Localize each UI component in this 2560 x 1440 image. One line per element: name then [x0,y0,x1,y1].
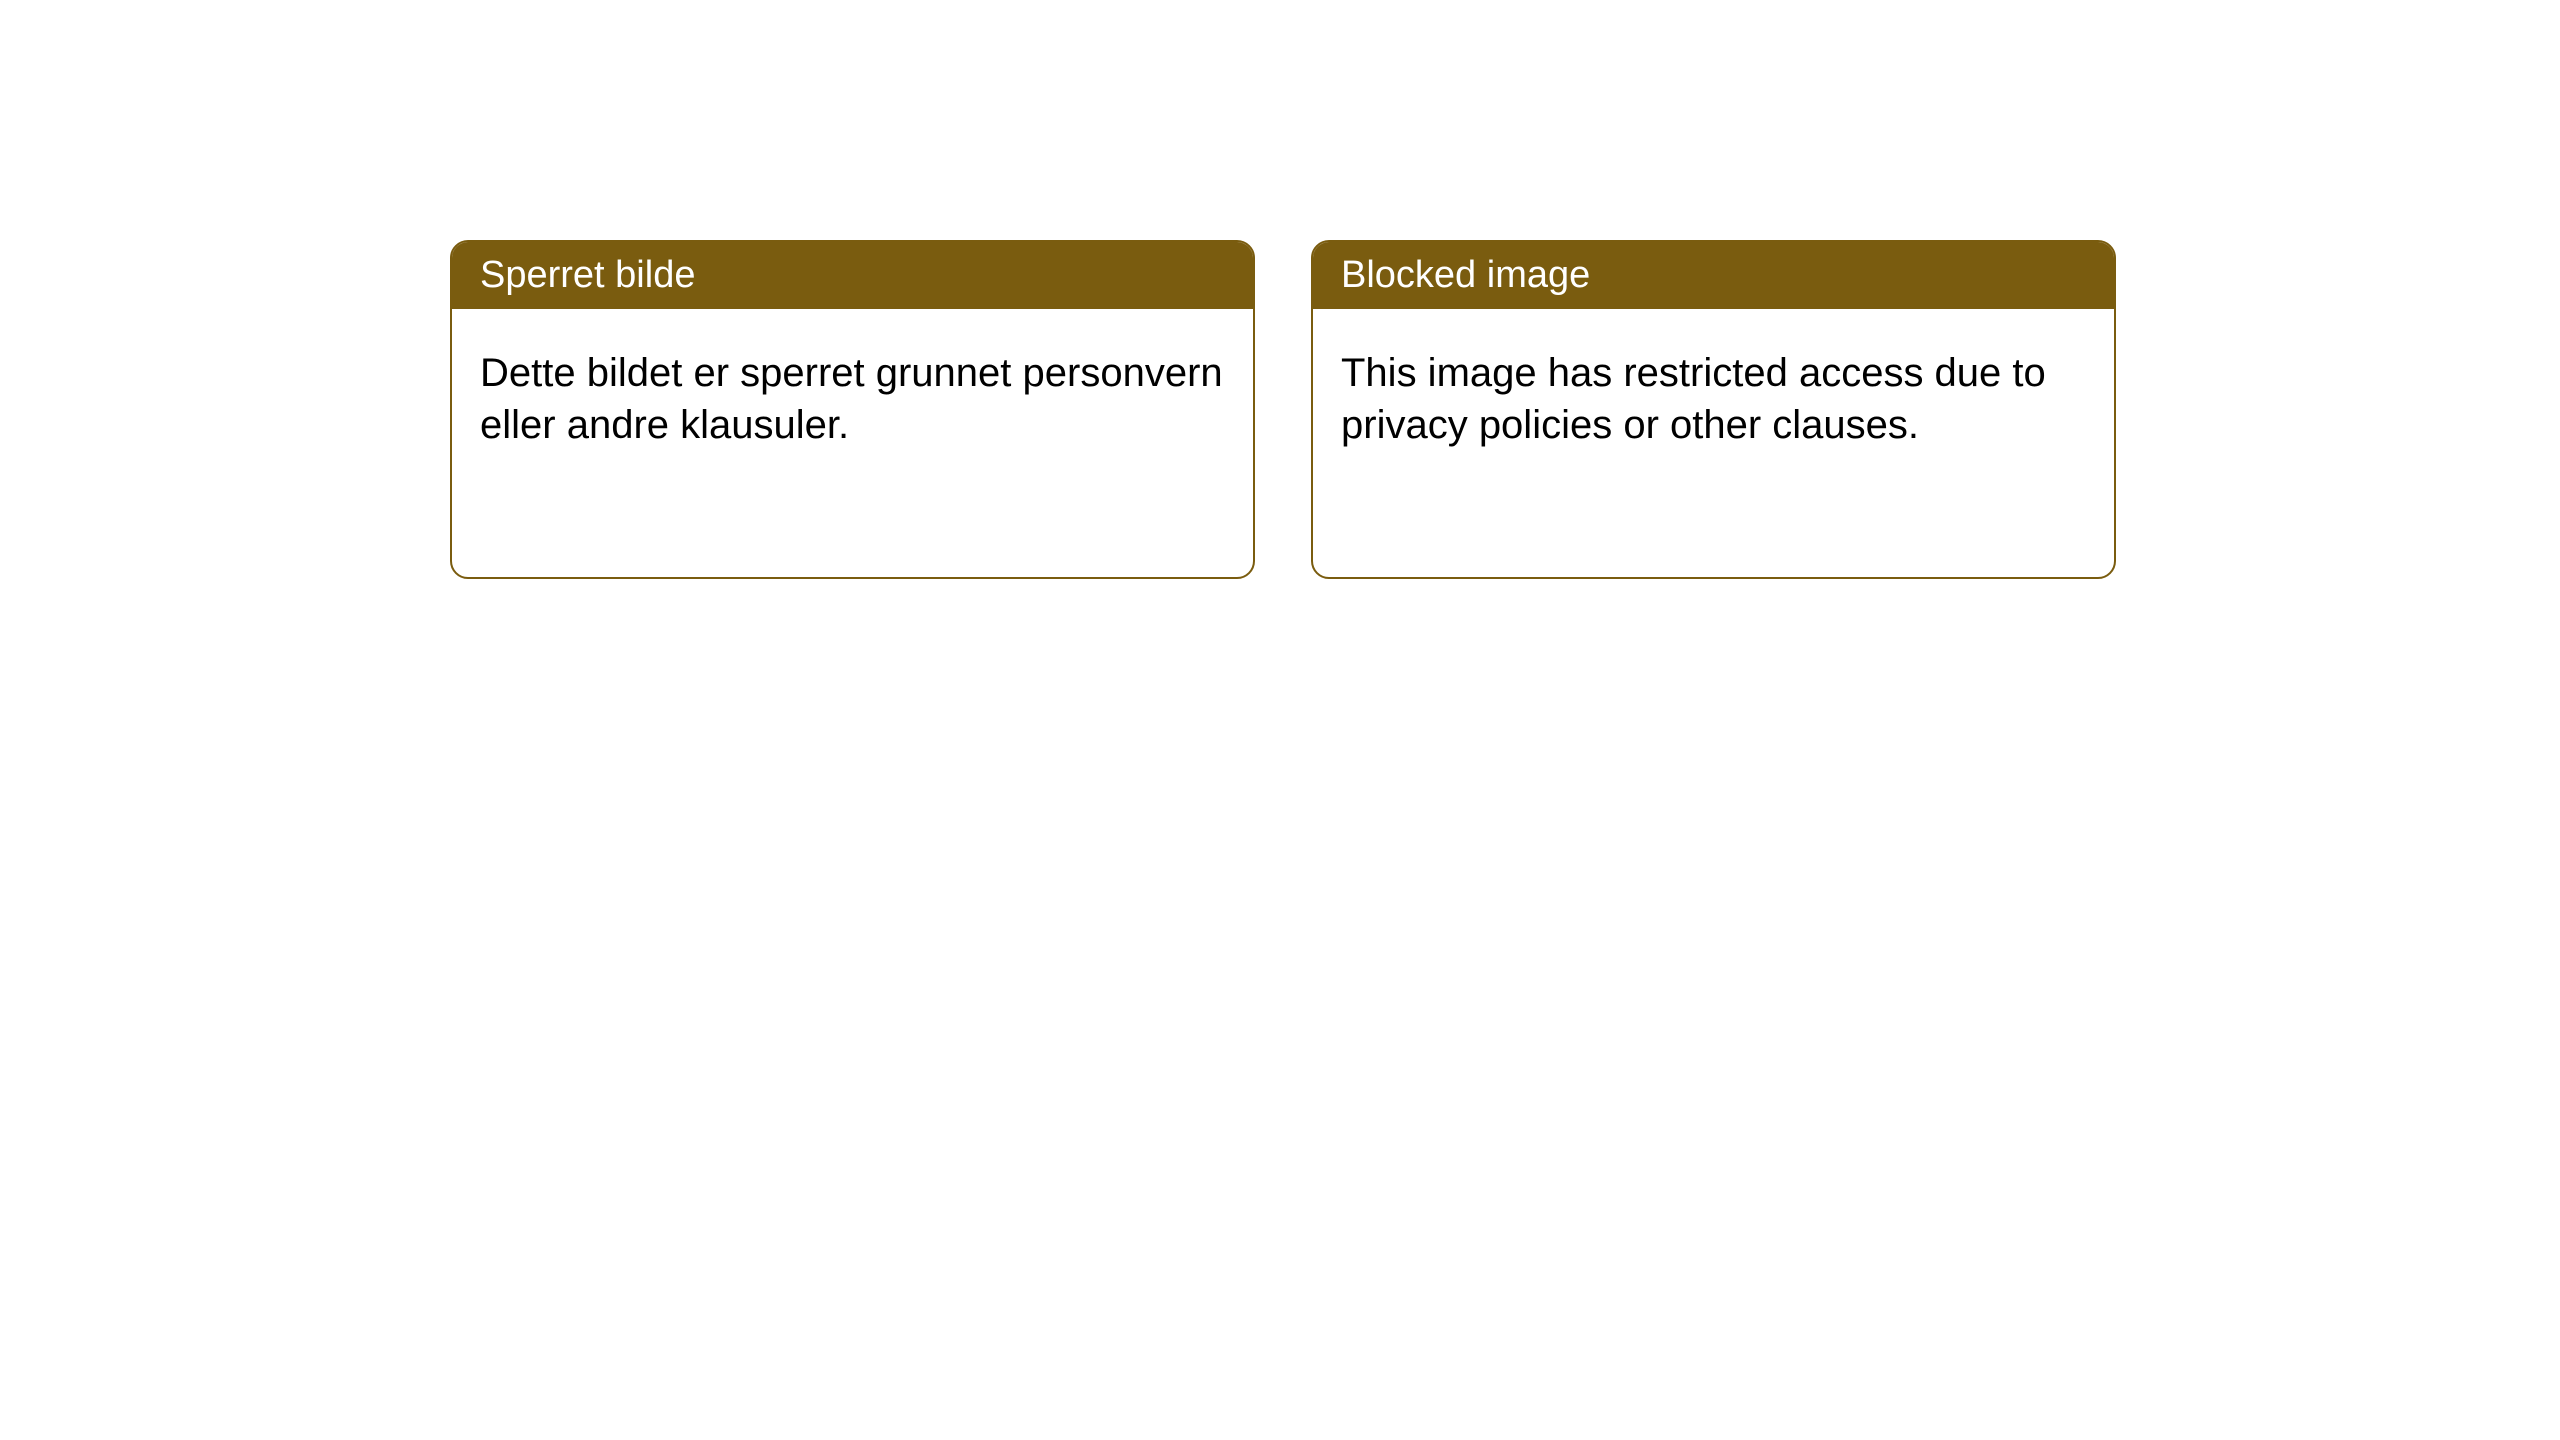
card-body-text: This image has restricted access due to … [1341,351,2046,447]
notice-card-english: Blocked image This image has restricted … [1311,240,2116,579]
notice-card-norwegian: Sperret bilde Dette bildet er sperret gr… [450,240,1255,579]
notice-cards-container: Sperret bilde Dette bildet er sperret gr… [450,240,2116,579]
card-header: Blocked image [1313,242,2114,309]
card-body-text: Dette bildet er sperret grunnet personve… [480,351,1223,447]
card-title: Blocked image [1341,254,1590,296]
card-body: This image has restricted access due to … [1313,309,2114,577]
card-header: Sperret bilde [452,242,1253,309]
card-body: Dette bildet er sperret grunnet personve… [452,309,1253,577]
card-title: Sperret bilde [480,254,695,296]
